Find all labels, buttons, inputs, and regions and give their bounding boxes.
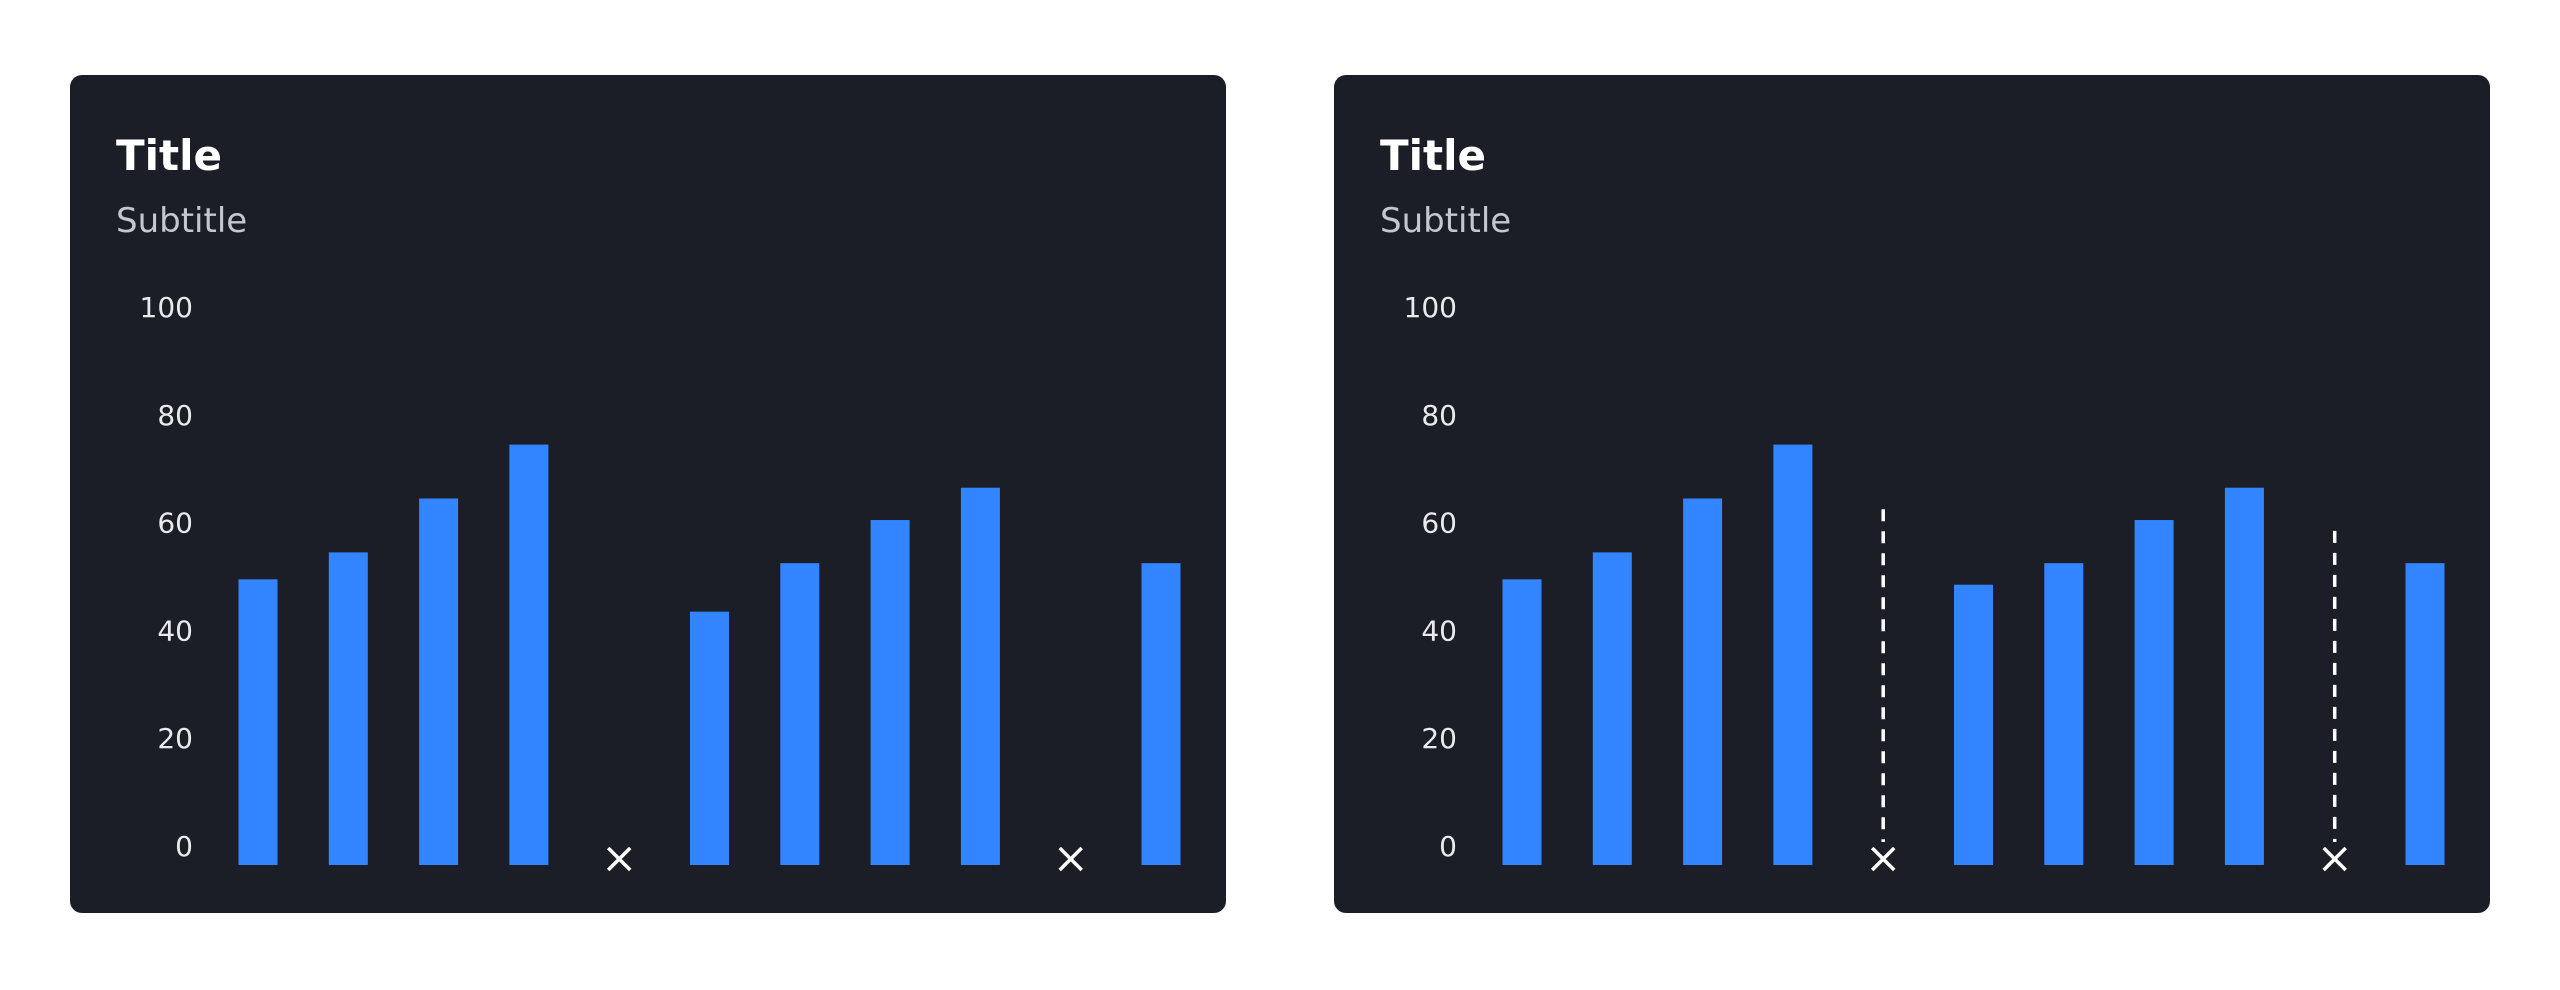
bar [419,498,459,865]
missing-marker [606,846,632,872]
bar [870,520,910,865]
y-tick-label: 40 [157,614,193,647]
y-tick-label: 40 [1421,614,1457,647]
bar [960,487,1000,865]
bar [1141,563,1181,865]
missing-marker [1870,846,1896,872]
bar [780,563,820,865]
bar [1592,552,1632,865]
bar [328,552,368,865]
y-tick-label: 60 [157,507,193,540]
chart-card: Title Subtitle 0 20 40 60 80 100 [70,75,1226,913]
bar [1683,498,1723,865]
y-tick-label: 100 [1404,291,1457,324]
chart-subtitle: Subtitle [1380,201,1511,241]
bar [1773,444,1813,865]
chart-title: Title [1380,131,1486,180]
missing-marker [2322,846,2347,872]
missing-marker [1058,846,1083,872]
bar [2044,563,2084,865]
y-tick-label: 20 [157,722,193,755]
y-tick-label: 20 [1421,722,1457,755]
y-tick-label: 80 [1421,399,1457,432]
bar [1502,579,1542,865]
bar [2134,520,2174,865]
y-tick-label: 60 [1421,507,1457,540]
bar [1954,584,1993,865]
bar [2224,487,2264,865]
y-tick-label: 0 [175,830,193,863]
chart-title: Title [116,131,222,180]
bar [2405,563,2445,865]
bar [238,579,278,865]
y-tick-label: 100 [140,291,193,324]
chart-subtitle: Subtitle [116,201,247,241]
chart-card: Title Subtitle 0 20 40 60 80 100 [1334,75,2490,913]
y-tick-label: 0 [1439,830,1457,863]
bar [690,611,729,865]
bar [509,444,549,865]
y-tick-label: 80 [157,399,193,432]
